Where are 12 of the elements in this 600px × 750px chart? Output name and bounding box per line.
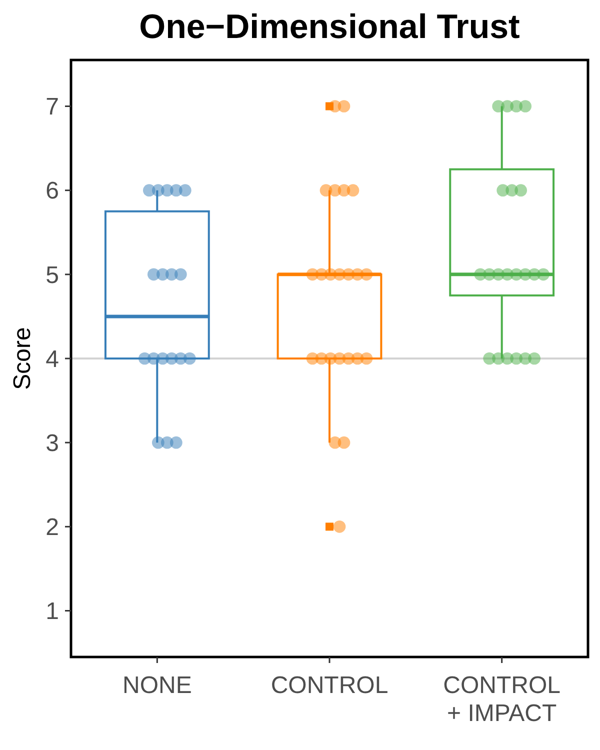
y-tick-label: 2 [46,514,59,542]
x-tick-label: CONTROL [270,672,388,699]
y-tick-label: 5 [46,262,59,289]
x-tick-label: CONTROL + IMPACT [443,672,561,727]
y-tick-label: 4 [46,346,59,373]
y-tick-label: 3 [46,430,59,457]
y-tick-label: 6 [46,178,59,205]
x-tick-label: NONE [122,672,192,699]
y-axis-title: Score [9,327,36,390]
chart-title: One−Dimensional Trust [139,8,520,46]
y-tick-label: 1 [46,598,59,626]
y-tick-label: 7 [46,94,59,121]
